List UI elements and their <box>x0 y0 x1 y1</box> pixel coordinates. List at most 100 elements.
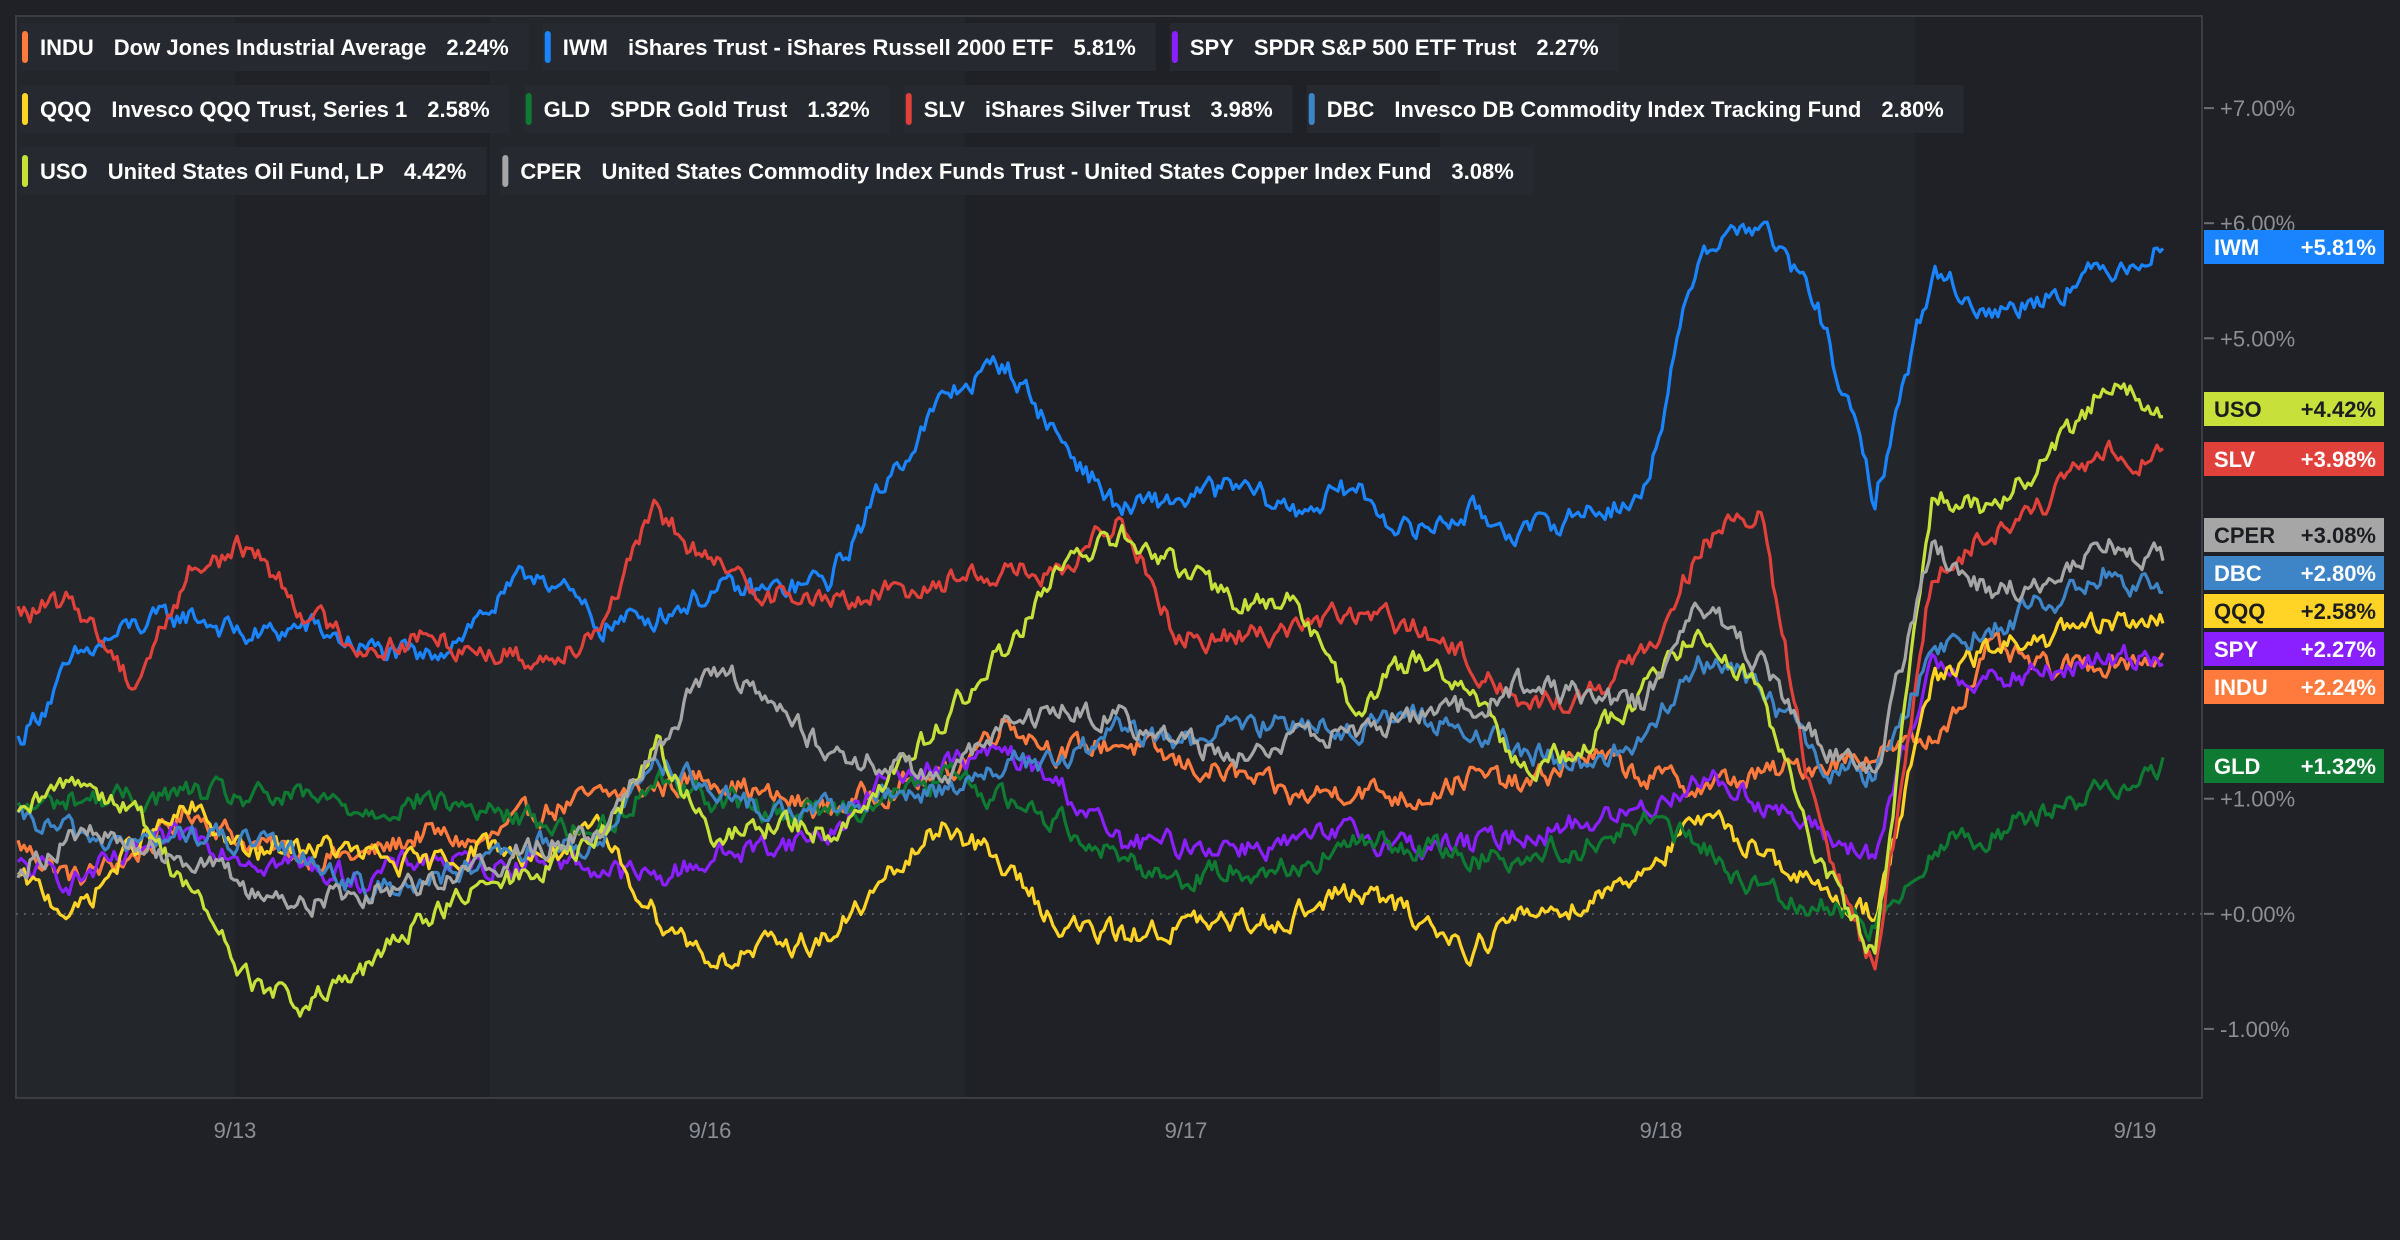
badge-bg <box>2204 442 2384 476</box>
x-tick-label: 9/19 <box>2114 1118 2157 1143</box>
x-tick-label: 9/13 <box>214 1118 257 1143</box>
badge-value: +2.27% <box>2301 637 2376 662</box>
badge-cper: CPER +3.08% <box>2204 518 2384 552</box>
session-band <box>490 16 965 1098</box>
legend-chip-bg <box>1169 23 1619 71</box>
badge-value: +5.81% <box>2301 235 2376 260</box>
badge-symbol: SPY <box>2214 637 2258 662</box>
legend-value: 5.81% <box>1073 35 1135 60</box>
legend-item-gld[interactable]: GLD SPDR Gold Trust 1.32% <box>523 85 890 133</box>
legend-chip-bg <box>523 85 890 133</box>
badge-spy: SPY +2.27% <box>2204 632 2384 666</box>
badge-indu: INDU +2.24% <box>2204 670 2384 704</box>
series-line-iwm <box>16 220 2165 746</box>
legend-name: iShares Silver Trust <box>985 97 1191 122</box>
badge-value: +1.32% <box>2301 754 2376 779</box>
legend-symbol: INDU <box>40 35 94 60</box>
legend-swatch <box>544 31 551 63</box>
session-band <box>16 16 235 1098</box>
legend-symbol: QQQ <box>40 97 91 122</box>
badge-bg <box>2204 594 2384 628</box>
legend-symbol: SPY <box>1190 35 1234 60</box>
legend-name: Dow Jones Industrial Average <box>114 35 427 60</box>
legend-symbol: USO <box>40 159 88 184</box>
legend-swatch <box>22 155 28 187</box>
x-tick-label: 9/17 <box>1165 1118 1208 1143</box>
legend-value: 2.24% <box>446 35 508 60</box>
series-lines <box>16 220 2165 1018</box>
legend-symbol: SLV <box>924 97 965 122</box>
legend-chip-bg <box>20 147 487 195</box>
badge-bg <box>2204 518 2384 552</box>
session-bands <box>16 16 2202 1098</box>
legend-value: 2.27% <box>1536 35 1598 60</box>
badge-value: +2.24% <box>2301 675 2376 700</box>
badge-value: +2.80% <box>2301 561 2376 586</box>
legend-item-indu[interactable]: INDU Dow Jones Industrial Average 2.24% <box>20 23 529 71</box>
legend-item-uso[interactable]: USO United States Oil Fund, LP 4.42% <box>20 147 487 195</box>
legend-item-dbc[interactable]: DBC Invesco DB Commodity Index Tracking F… <box>1306 85 1964 133</box>
legend-name: SPDR Gold Trust <box>610 97 788 122</box>
badge-bg <box>2204 392 2384 426</box>
badge-bg <box>2204 230 2384 264</box>
session-band <box>235 16 490 1098</box>
legend-chip-bg <box>542 23 1156 71</box>
legend-chip-bg <box>1306 85 1964 133</box>
badge-bg <box>2204 632 2384 666</box>
legend-item-spy[interactable]: SPY SPDR S&P 500 ETF Trust 2.27% <box>1169 23 1619 71</box>
badge-bg <box>2204 670 2384 704</box>
legend-name: SPDR S&P 500 ETF Trust <box>1254 35 1517 60</box>
legend-swatch <box>905 93 912 125</box>
legend-swatch <box>22 31 28 63</box>
legend: INDU Dow Jones Industrial Average 2.24% IWM… <box>20 23 1964 195</box>
badge-symbol: CPER <box>2214 523 2275 548</box>
x-tick-label: 9/16 <box>689 1118 732 1143</box>
legend-chip-bg <box>903 85 1293 133</box>
x-axis: 9/13 9/16 9/17 9/18 9/19 <box>214 1118 2157 1143</box>
badge-bg <box>2204 556 2384 590</box>
last-value-badges: INDU +2.24% IWM +5.81% SPY +2.27% QQQ +2.58% GLD… <box>2204 230 2384 783</box>
legend-name: Invesco QQQ Trust, Series 1 <box>111 97 407 122</box>
y-tick-label: +1.00% <box>2220 787 2295 812</box>
legend-symbol: IWM <box>563 35 608 60</box>
legend-value: 2.80% <box>1881 97 1943 122</box>
badge-iwm: IWM +5.81% <box>2204 230 2384 264</box>
badge-symbol: GLD <box>2214 754 2260 779</box>
badge-symbol: IWM <box>2214 235 2259 260</box>
series-line-qqq <box>17 611 2165 970</box>
y-tick-label: -1.00% <box>2220 1017 2290 1042</box>
legend-item-slv[interactable]: SLV iShares Silver Trust 3.98% <box>903 85 1293 133</box>
legend-item-iwm[interactable]: IWM iShares Trust - iShares Russell 2000 … <box>542 23 1156 71</box>
legend-symbol: DBC <box>1327 97 1375 122</box>
legend-name: Invesco DB Commodity Index Tracking Fund <box>1394 97 1861 122</box>
legend-item-cper[interactable]: CPER United States Commodity Index Funds … <box>500 147 1534 195</box>
legend-name: United States Oil Fund, LP <box>108 159 384 184</box>
badge-value: +2.58% <box>2301 599 2376 624</box>
badge-dbc: DBC +2.80% <box>2204 556 2384 590</box>
legend-value: 3.08% <box>1451 159 1513 184</box>
series-line-gld <box>16 757 2165 942</box>
series-line-uso <box>16 382 2164 1018</box>
badge-symbol: SLV <box>2214 447 2255 472</box>
badge-qqq: QQQ +2.58% <box>2204 594 2384 628</box>
legend-symbol: GLD <box>544 97 590 122</box>
legend-swatch <box>502 155 509 187</box>
badge-symbol: DBC <box>2214 561 2262 586</box>
legend-swatch <box>1171 31 1178 63</box>
session-band <box>1440 16 1915 1098</box>
legend-value: 2.58% <box>427 97 489 122</box>
legend-swatch <box>525 93 532 125</box>
legend-name: iShares Trust - iShares Russell 2000 ETF <box>628 35 1054 60</box>
badge-symbol: USO <box>2214 397 2262 422</box>
badge-symbol: INDU <box>2214 675 2268 700</box>
badge-value: +4.42% <box>2301 397 2376 422</box>
badge-slv: SLV +3.98% <box>2204 442 2384 476</box>
series-line-slv <box>16 439 2164 971</box>
badge-value: +3.98% <box>2301 447 2376 472</box>
legend-chip-bg <box>20 23 529 71</box>
badge-gld: GLD +1.32% <box>2204 749 2384 783</box>
badge-value: +3.08% <box>2301 523 2376 548</box>
legend-item-qqq[interactable]: QQQ Invesco QQQ Trust, Series 1 2.58% <box>20 85 510 133</box>
